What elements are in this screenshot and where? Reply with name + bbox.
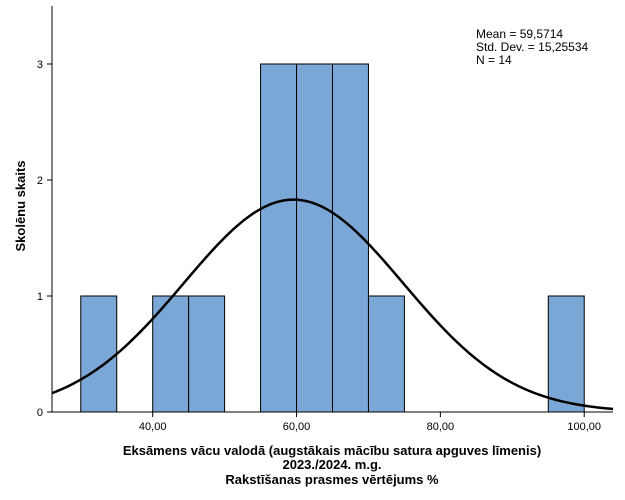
histogram-bar-95-100 xyxy=(547,295,585,413)
x-axis-title-line-2: 2023./2024. m.g. xyxy=(282,457,381,472)
y-tick-label: 1 xyxy=(37,291,43,303)
y-tick-label: 0 xyxy=(37,407,43,419)
x-axis-title-line-1: Eksāmens vācu valodā (augstākais mācību … xyxy=(123,443,541,458)
normal-curve-layer xyxy=(51,198,614,411)
x-tick-label: 60,00 xyxy=(283,421,311,433)
x-axis-title: Eksāmens vācu valodā (augstākais mācību … xyxy=(123,443,541,487)
x-tick-label: 40,00 xyxy=(139,421,167,433)
y-tick-label: 3 xyxy=(37,59,43,71)
histogram-bars xyxy=(80,63,585,413)
x-tick-label: 100,00 xyxy=(567,421,601,433)
y-tick-label: 2 xyxy=(37,175,43,187)
histogram-bar-60-65 xyxy=(296,63,333,413)
histogram-bar-45-50 xyxy=(188,295,226,413)
ticks: 40,00 60,00 80,00 100,00 0 1 2 3 xyxy=(37,59,601,433)
statistics-box: Mean = 59,5714 Std. Dev. = 15,25534 N = … xyxy=(476,27,589,67)
axes xyxy=(51,6,613,413)
histogram-bar-70-75 xyxy=(367,295,405,413)
normal-curve xyxy=(51,198,614,411)
x-tick-label: 80,00 xyxy=(427,421,455,433)
y-axis-title: Skolēnu skaits xyxy=(13,160,28,251)
stats-mean: Mean = 59,5714 xyxy=(476,27,563,41)
stats-n: N = 14 xyxy=(476,53,512,67)
histogram-bar-40-45 xyxy=(152,295,190,413)
stats-std-dev: Std. Dev. = 15,25534 xyxy=(476,40,589,54)
histogram-bar-55-60 xyxy=(260,63,298,413)
x-axis-title-line-3: Rakstīšanas prasmes vērtējums % xyxy=(225,472,439,487)
histogram-bar-30-35 xyxy=(80,295,118,413)
